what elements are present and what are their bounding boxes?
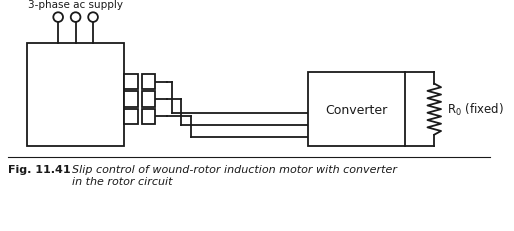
Text: R$_0$ (fixed): R$_0$ (fixed) [447,102,504,118]
Text: 3-phase ac supply: 3-phase ac supply [28,0,123,10]
Text: Fig. 11.41: Fig. 11.41 [8,164,70,174]
Bar [141,92,155,107]
Bar [308,73,405,147]
Text: in the rotor circuit: in the rotor circuit [72,176,172,186]
Bar [124,92,138,107]
Bar [124,75,138,90]
Bar [141,75,155,90]
Bar [27,44,124,147]
Text: Slip control of wound-rotor induction motor with converter: Slip control of wound-rotor induction mo… [72,164,397,174]
Bar [141,109,155,125]
Bar [124,109,138,125]
Text: Converter: Converter [325,103,388,116]
